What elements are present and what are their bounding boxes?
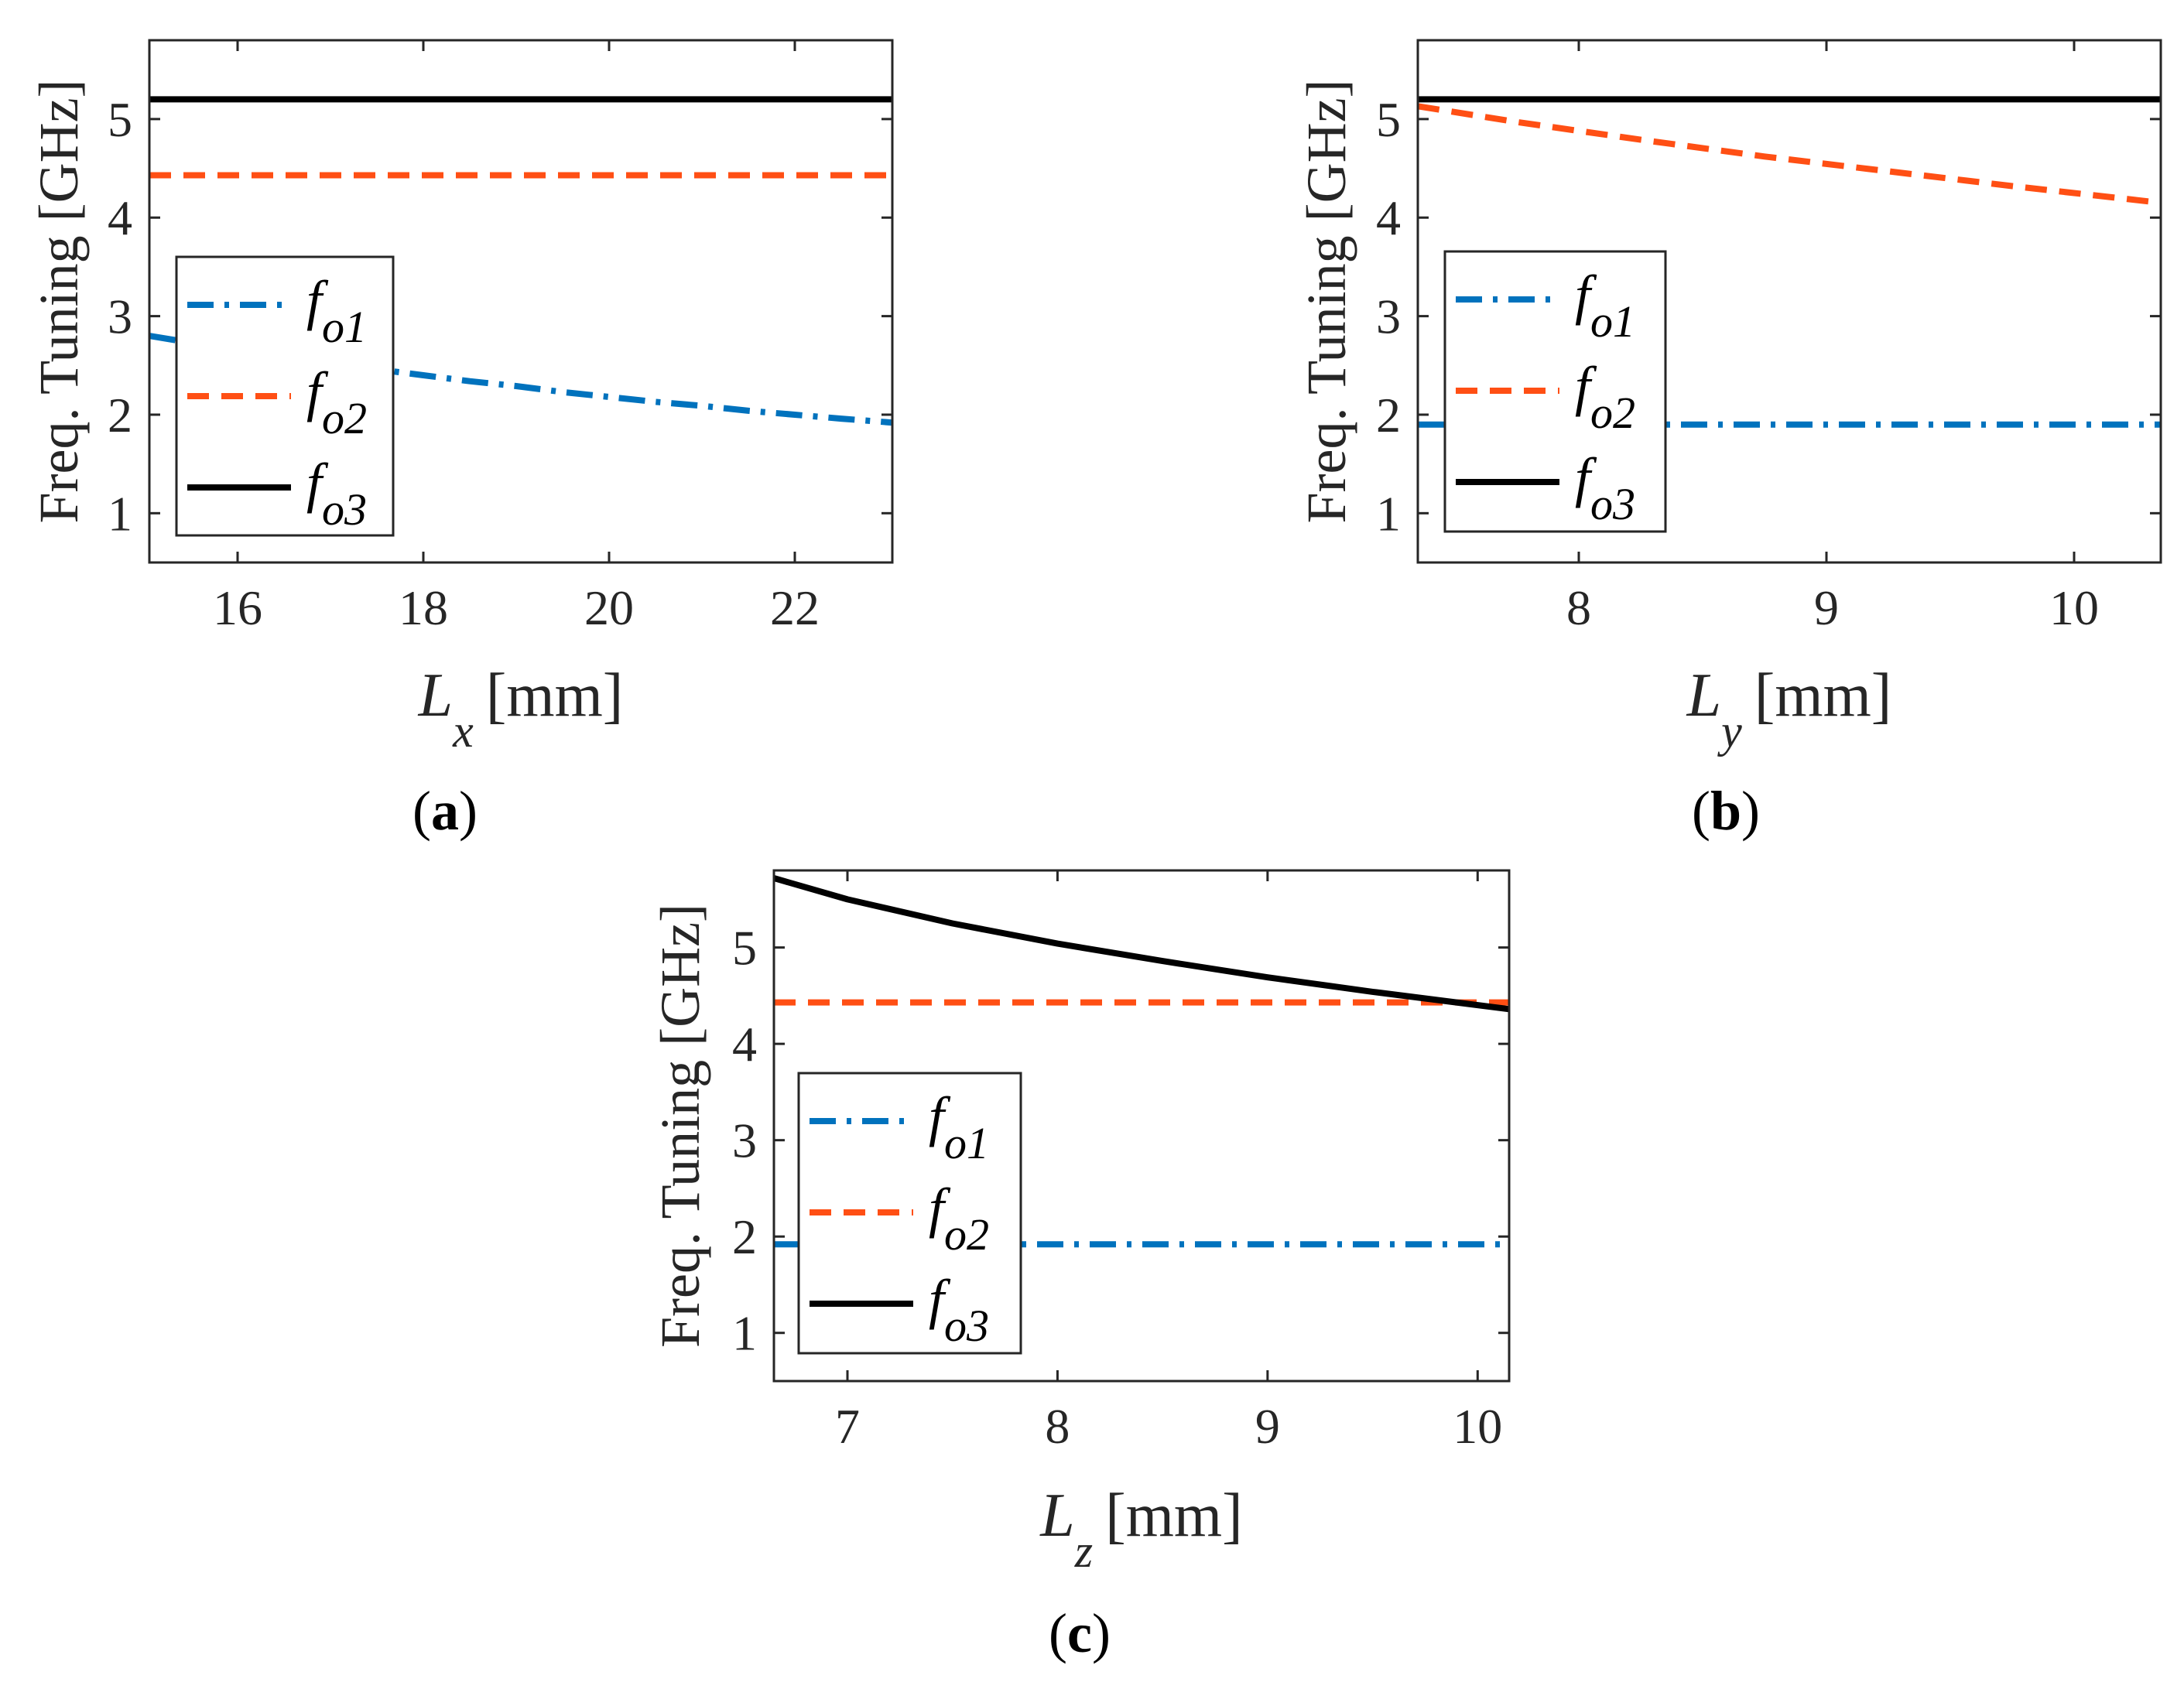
chart-panel-c: 7 8 9 10 1 2 3 4 5 Freq. Tuning [GHz] Lz[mm] (c) fo1… <box>649 869 1511 1664</box>
x-axis-label-unit: [mm] <box>1105 1482 1243 1550</box>
y-tick-label: 5 <box>732 921 757 976</box>
x-tick-label: 20 <box>584 580 634 635</box>
x-axis-label: Ly[mm] <box>1686 662 1892 757</box>
x-tick-label: 18 <box>399 580 448 635</box>
y-tick-label: 2 <box>1376 388 1401 443</box>
legend-label-fo3: fo3 <box>306 452 367 535</box>
x-tick-label: 8 <box>1045 1399 1070 1454</box>
x-axis-label-sub: x <box>452 706 474 757</box>
y-tick-label: 4 <box>108 190 132 245</box>
x-tick-label: 16 <box>213 580 262 635</box>
y-tick-label: 3 <box>1376 289 1401 344</box>
x-axis-label-unit: [mm] <box>486 662 624 730</box>
y-tick-label: 1 <box>732 1306 757 1361</box>
panel-caption: (a) <box>412 780 478 842</box>
panel-caption: (b) <box>1692 780 1760 842</box>
series-line-fo2 <box>1418 103 2161 207</box>
y-tick-label: 1 <box>108 486 132 541</box>
y-tick-label: 3 <box>108 289 132 344</box>
series-line-fo3 <box>774 875 1509 1013</box>
y-tick-label: 4 <box>1376 190 1401 245</box>
y-tick-label: 4 <box>732 1017 757 1072</box>
axes-frame <box>1416 39 2162 564</box>
y-tick-label: 5 <box>108 92 132 147</box>
x-tick-label: 10 <box>2049 580 2099 635</box>
y-tick-label: 2 <box>108 388 132 443</box>
x-tick-label: 9 <box>1814 580 1839 635</box>
panel-caption: (c) <box>1049 1602 1111 1664</box>
y-tick-label: 1 <box>1376 486 1401 541</box>
axes-frame <box>148 39 894 564</box>
axes-frame <box>772 869 1511 1383</box>
chart-panel-b: 8 9 10 1 2 3 4 5 Freq. Tuning [GHz] Ly[mm] (b) fo1f… <box>1296 39 2162 842</box>
x-axis-label-var: L <box>1039 1482 1075 1550</box>
x-tick-label: 7 <box>835 1399 860 1454</box>
x-tick-label: 9 <box>1255 1399 1280 1454</box>
y-tick-label: 3 <box>732 1113 757 1168</box>
y-axis-label: Freq. Tuning [GHz] <box>1296 79 1357 523</box>
y-axis-label: Freq. Tuning [GHz] <box>28 79 90 523</box>
y-tick-label: 5 <box>1376 92 1401 147</box>
y-axis-label: Freq. Tuning [GHz] <box>649 904 711 1348</box>
x-axis-label-var: L <box>1686 662 1722 730</box>
x-axis-label-var: L <box>418 662 454 730</box>
x-axis-label: Lz[mm] <box>1039 1482 1243 1577</box>
x-axis-label-sub: z <box>1074 1526 1093 1577</box>
legend-label-fo2: fo2 <box>306 361 367 443</box>
x-tick-label: 8 <box>1566 580 1591 635</box>
x-axis-label-unit: [mm] <box>1754 662 1892 730</box>
y-tick-label: 2 <box>732 1209 757 1264</box>
legend-label-fo3: fo3 <box>929 1268 989 1351</box>
x-tick-label: 22 <box>770 580 820 635</box>
x-axis-label-sub: y <box>1717 706 1742 757</box>
x-axis-label: Lx[mm] <box>418 662 624 757</box>
x-tick-label: 10 <box>1453 1399 1502 1454</box>
